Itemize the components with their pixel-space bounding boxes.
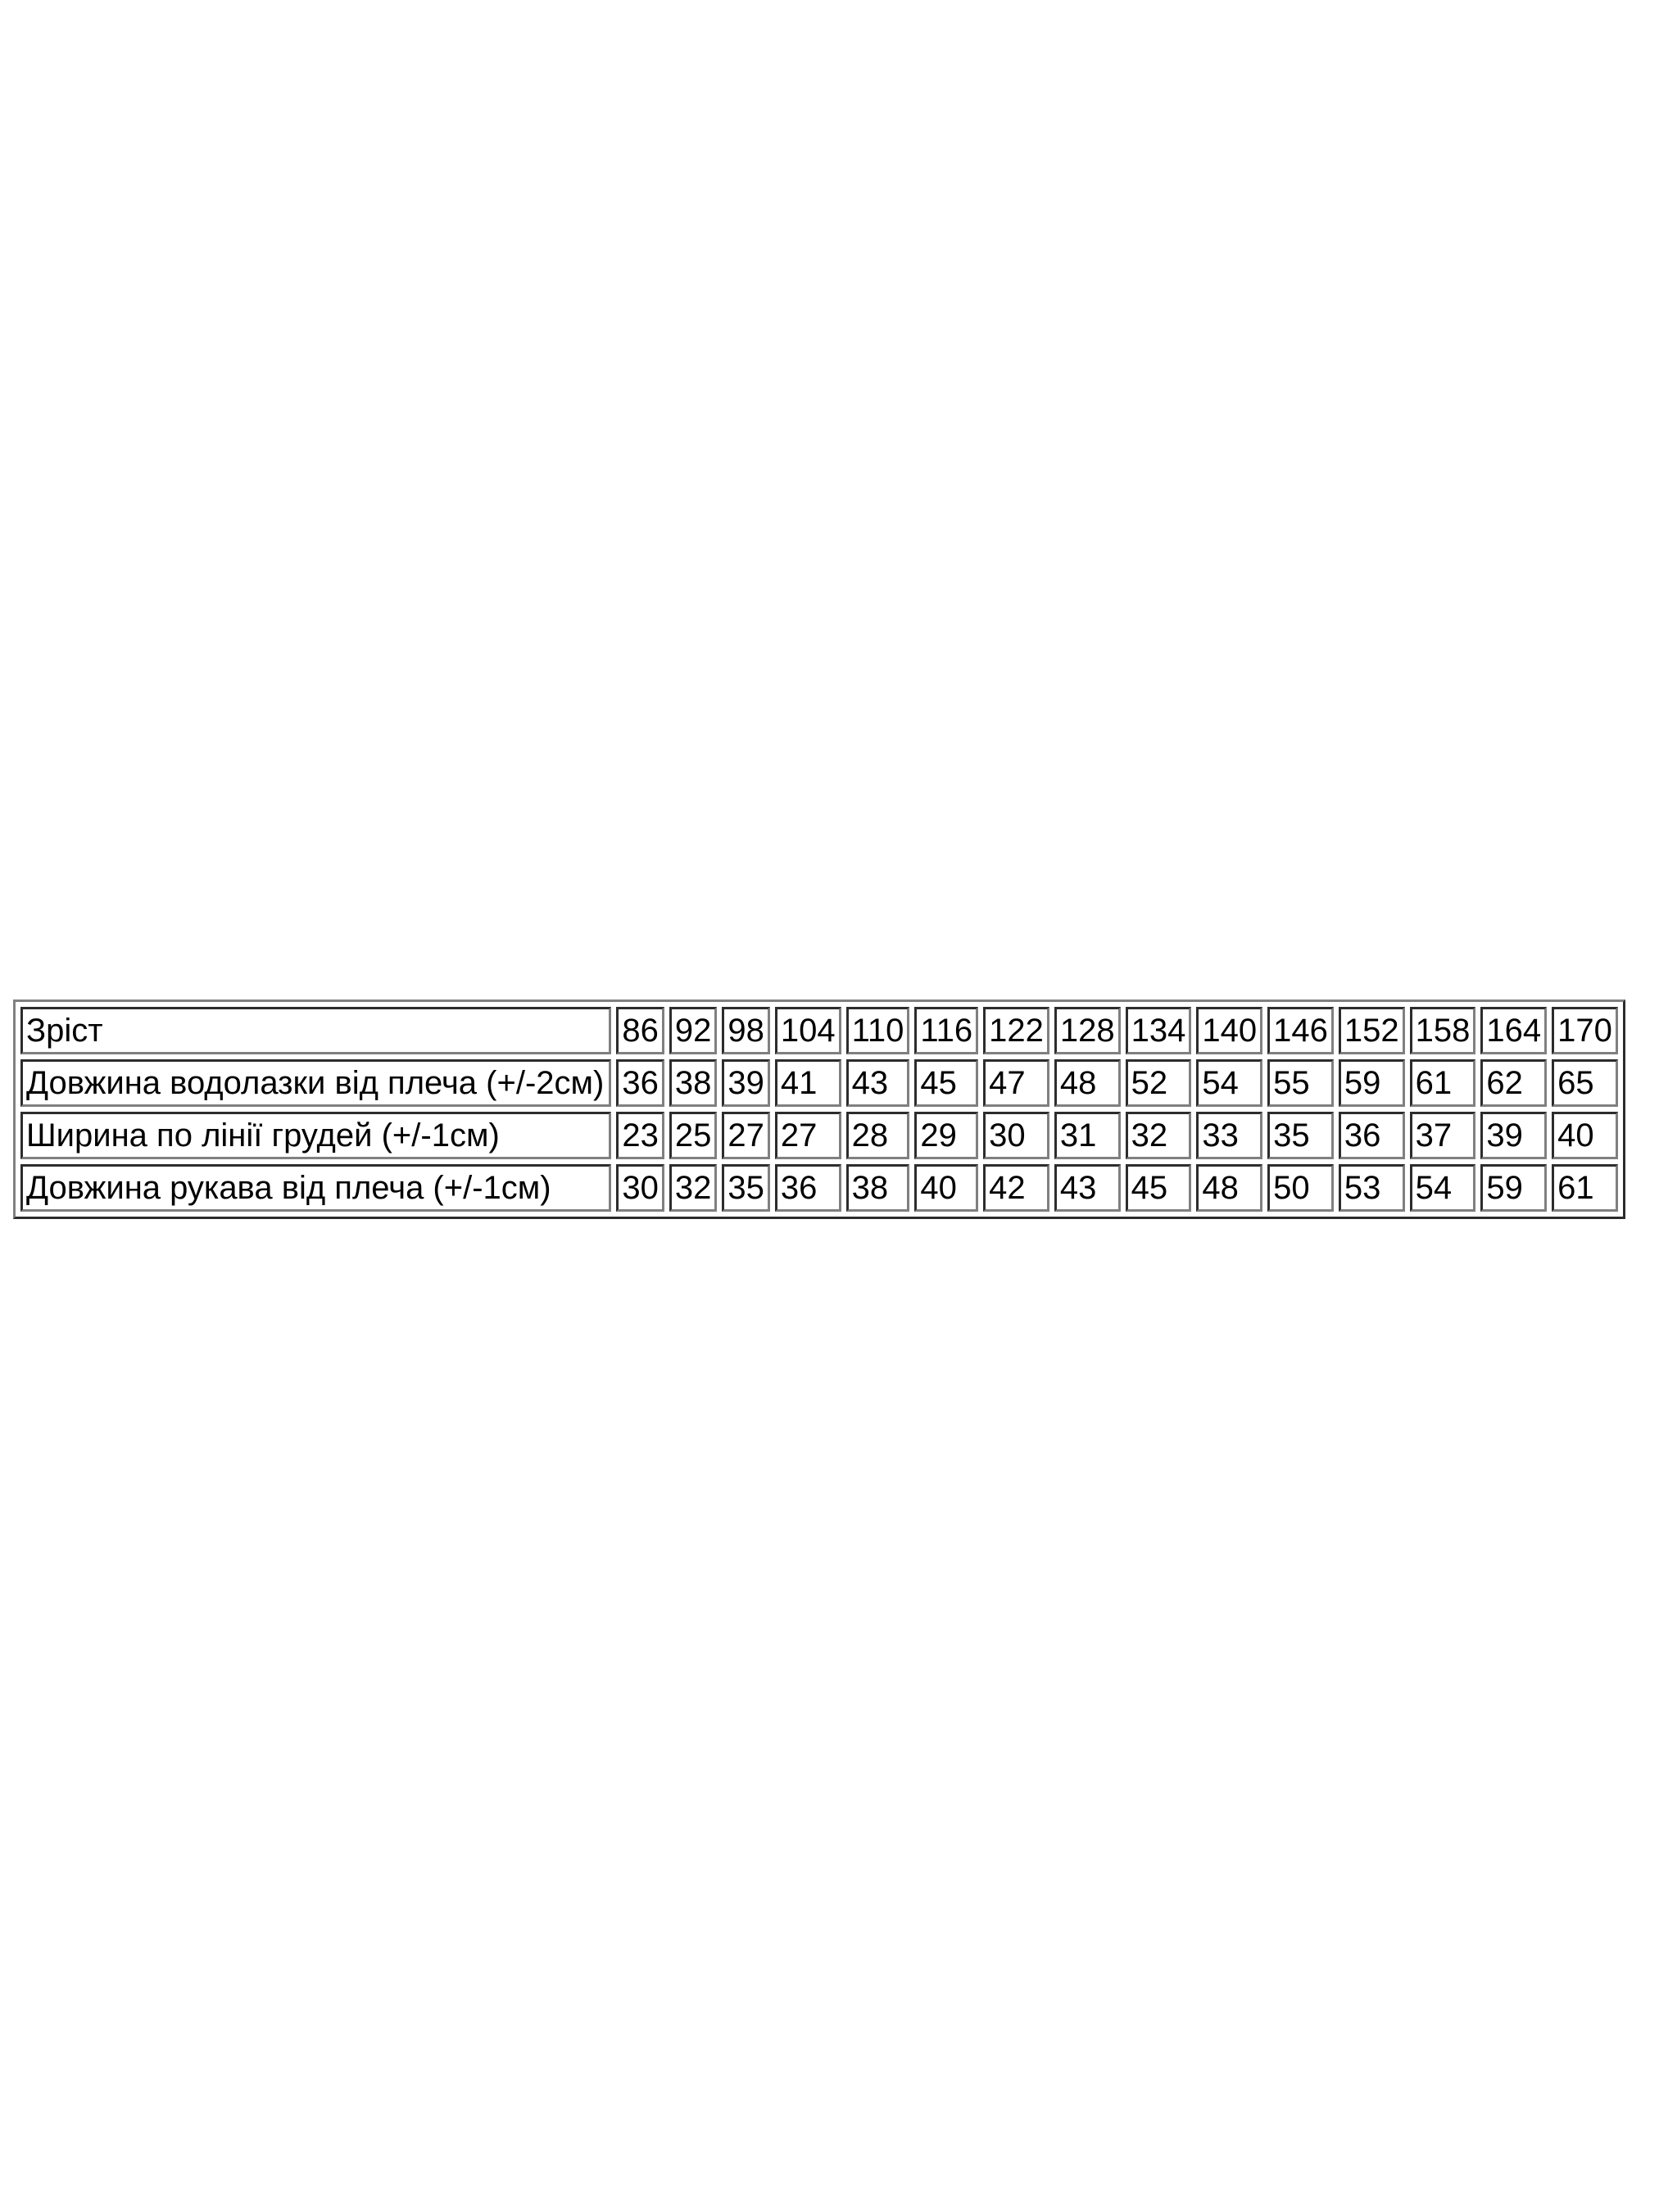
value-cell: 38 [669, 1059, 718, 1107]
value-cell: 128 [1054, 1007, 1121, 1054]
value-cell: 158 [1409, 1007, 1476, 1054]
value-cell: 146 [1267, 1007, 1334, 1054]
value-cell: 32 [1125, 1112, 1192, 1159]
value-cell: 110 [845, 1007, 910, 1054]
value-cell: 59 [1480, 1164, 1548, 1212]
value-cell: 35 [722, 1164, 770, 1212]
value-cell: 35 [1267, 1112, 1334, 1159]
table-row: Зріст 86 92 98 104 110 116 122 128 134 140 146 152 1… [20, 1007, 1618, 1054]
value-cell: 53 [1338, 1164, 1405, 1212]
table-row: Довжина рукава від плеча (+/-1см) 30 32 35… [20, 1164, 1618, 1212]
value-cell: 61 [1409, 1059, 1476, 1107]
size-table-body: Зріст 86 92 98 104 110 116 122 128 134 140 146 152 1… [20, 1007, 1618, 1212]
value-cell: 55 [1267, 1059, 1334, 1107]
value-cell: 36 [1338, 1112, 1405, 1159]
value-cell: 122 [983, 1007, 1049, 1054]
value-cell: 40 [914, 1164, 979, 1212]
value-cell: 104 [774, 1007, 841, 1054]
value-cell: 38 [845, 1164, 910, 1212]
size-chart-table: Зріст 86 92 98 104 110 116 122 128 134 140 146 152 1… [13, 999, 1625, 1219]
value-cell: 31 [1054, 1112, 1121, 1159]
value-cell: 30 [983, 1112, 1049, 1159]
value-cell: 62 [1480, 1059, 1548, 1107]
value-cell: 65 [1552, 1059, 1618, 1107]
value-cell: 39 [722, 1059, 770, 1107]
value-cell: 92 [669, 1007, 718, 1054]
value-cell: 32 [669, 1164, 718, 1212]
value-cell: 30 [616, 1164, 664, 1212]
value-cell: 54 [1196, 1059, 1263, 1107]
table-row: Ширина по лінії грудей (+/-1см) 23 25 27 27… [20, 1112, 1618, 1159]
value-cell: 50 [1267, 1164, 1334, 1212]
value-cell: 39 [1480, 1112, 1548, 1159]
value-cell: 33 [1196, 1112, 1263, 1159]
value-cell: 40 [1552, 1112, 1618, 1159]
value-cell: 59 [1338, 1059, 1405, 1107]
value-cell: 98 [722, 1007, 770, 1054]
value-cell: 23 [616, 1112, 664, 1159]
value-cell: 164 [1480, 1007, 1548, 1054]
value-cell: 52 [1125, 1059, 1192, 1107]
value-cell: 27 [722, 1112, 770, 1159]
value-cell: 170 [1552, 1007, 1618, 1054]
value-cell: 116 [914, 1007, 979, 1054]
value-cell: 37 [1409, 1112, 1476, 1159]
value-cell: 28 [845, 1112, 910, 1159]
size-chart-container: Зріст 86 92 98 104 110 116 122 128 134 140 146 152 1… [13, 999, 1646, 1219]
value-cell: 42 [983, 1164, 1049, 1212]
value-cell: 140 [1196, 1007, 1263, 1054]
value-cell: 36 [774, 1164, 841, 1212]
value-cell: 29 [914, 1112, 979, 1159]
value-cell: 36 [616, 1059, 664, 1107]
row-label-cell: Довжина рукава від плеча (+/-1см) [20, 1164, 612, 1212]
table-row: Довжина водолазки від плеча (+/-2см) 36 3… [20, 1059, 1618, 1107]
value-cell: 43 [1054, 1164, 1121, 1212]
value-cell: 45 [1125, 1164, 1192, 1212]
value-cell: 54 [1409, 1164, 1476, 1212]
row-label-cell: Ширина по лінії грудей (+/-1см) [20, 1112, 612, 1159]
value-cell: 48 [1196, 1164, 1263, 1212]
value-cell: 152 [1338, 1007, 1405, 1054]
value-cell: 134 [1125, 1007, 1192, 1054]
row-label-cell: Зріст [20, 1007, 612, 1054]
value-cell: 27 [774, 1112, 841, 1159]
value-cell: 43 [845, 1059, 910, 1107]
value-cell: 61 [1552, 1164, 1618, 1212]
row-label-cell: Довжина водолазки від плеча (+/-2см) [20, 1059, 612, 1107]
value-cell: 86 [616, 1007, 664, 1054]
value-cell: 25 [669, 1112, 718, 1159]
value-cell: 45 [914, 1059, 979, 1107]
value-cell: 41 [774, 1059, 841, 1107]
value-cell: 47 [983, 1059, 1049, 1107]
value-cell: 48 [1054, 1059, 1121, 1107]
